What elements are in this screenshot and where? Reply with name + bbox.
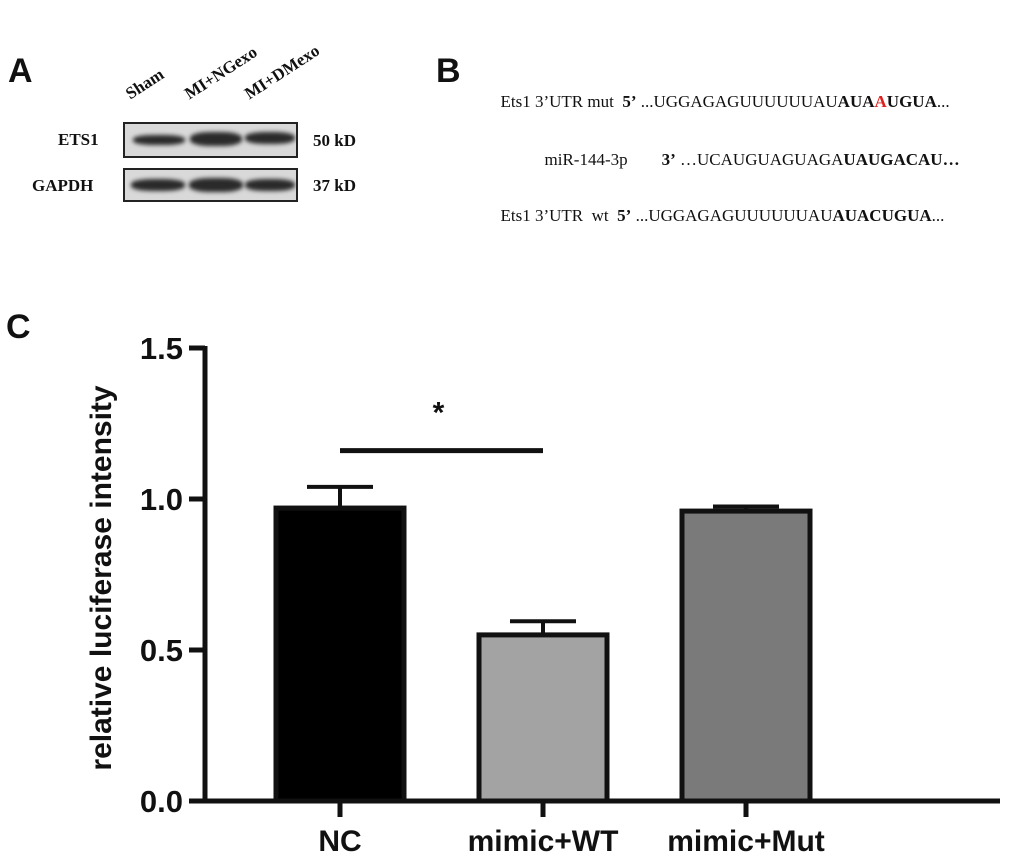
ets1-band-ngexo bbox=[190, 132, 242, 146]
seq-name-wt: Ets1 3’UTR wt bbox=[500, 206, 609, 225]
seq-plain-mut: ...UGGAGAGUUUUUUAU bbox=[636, 92, 838, 111]
x-tick-label-0: NC bbox=[318, 825, 361, 858]
ets1-band-sham bbox=[133, 135, 185, 145]
y-tick-label-2: 1.0 bbox=[140, 482, 183, 517]
panel-c-label: C bbox=[6, 308, 31, 346]
panel-a-label: A bbox=[8, 52, 33, 90]
y-tick-label-3: 1.5 bbox=[140, 331, 183, 366]
y-axis-label: relative luciferase intensity bbox=[85, 385, 118, 770]
gapdh-band-sham bbox=[131, 179, 185, 191]
blot-size-ets1: 50 kD bbox=[313, 131, 356, 150]
ets1-blot bbox=[123, 122, 298, 158]
seq-name-mut: Ets1 3’UTR mut bbox=[500, 92, 614, 111]
blot-protein-gapdh: GAPDH bbox=[32, 176, 94, 195]
seq-seed-mut-a: AUA bbox=[837, 92, 875, 111]
gapdh-band-dmexo bbox=[245, 179, 295, 191]
significance-star: * bbox=[433, 397, 445, 430]
gapdh-band-ngexo bbox=[189, 178, 243, 192]
bar-mimic-mut bbox=[679, 508, 813, 804]
x-tick-label-1: mimic+WT bbox=[468, 825, 619, 858]
seq-seed-wt: AUACUGUA bbox=[832, 206, 932, 225]
seq-line-mut: Ets1 3’UTR mut 5’ ...UGGAGAGUUUUUUAUAUAA… bbox=[492, 72, 950, 112]
seq-name-mir: miR-144-3p bbox=[544, 150, 628, 169]
bar-mimic-wt bbox=[476, 632, 610, 804]
chart-layer: 0.0 0.5 1.0 1.5 NC mimic+WT mimic+Mut * bbox=[140, 331, 1000, 858]
seq-end-mir: 3’ bbox=[661, 150, 676, 169]
ets1-band-dmexo bbox=[245, 132, 295, 144]
seq-seed-mir: UAUGACAU… bbox=[843, 150, 960, 169]
x-tick-label-2: mimic+Mut bbox=[667, 825, 825, 858]
gapdh-blot bbox=[123, 168, 298, 202]
y-tick-label-0: 0.0 bbox=[140, 784, 183, 819]
panel-b-label: B bbox=[436, 52, 461, 90]
y-tick-label-1: 0.5 bbox=[140, 633, 183, 668]
seq-mutated-base: A bbox=[874, 92, 887, 111]
seq-end-wt: 5’ bbox=[617, 206, 632, 225]
seq-tail-mut: ... bbox=[936, 92, 950, 111]
seq-seed-mut-b: UGUA bbox=[886, 92, 937, 111]
seq-line-mir: miR-144-3p 3’ …UCAUGUAGUAGAUAUGACAU… bbox=[536, 130, 960, 170]
blot-protein-ets1: ETS1 bbox=[58, 130, 99, 149]
seq-end-mut: 5’ bbox=[622, 92, 637, 111]
seq-plain-wt: ...UGGAGAGUUUUUUAU bbox=[631, 206, 833, 225]
seq-plain-mir: …UCAUGUAGUAGA bbox=[675, 150, 844, 169]
seq-line-wt: Ets1 3’UTR wt 5’ ...UGGAGAGUUUUUUAUAUACU… bbox=[492, 186, 945, 226]
blot-size-gapdh: 37 kD bbox=[313, 176, 356, 195]
seq-tail-wt: ... bbox=[931, 206, 945, 225]
bar-nc bbox=[273, 505, 407, 804]
